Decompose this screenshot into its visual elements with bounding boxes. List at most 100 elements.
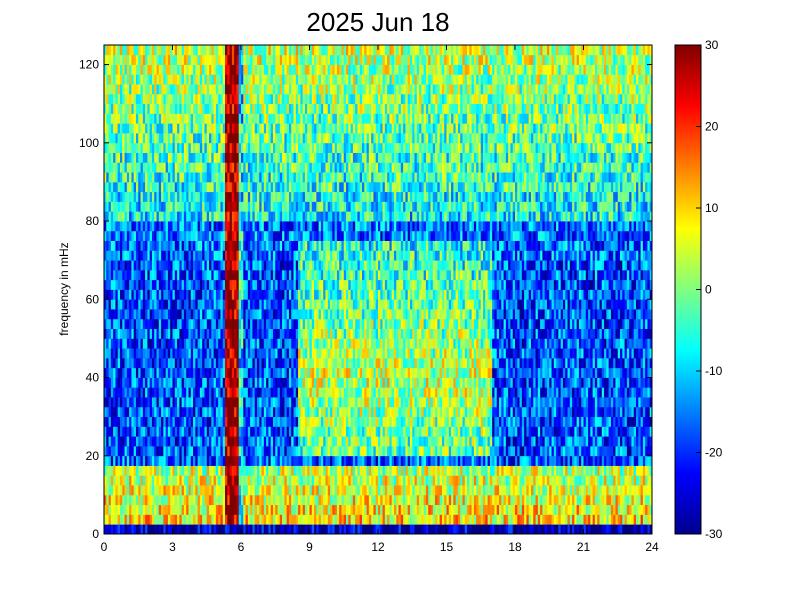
heatmap-cell <box>211 289 214 300</box>
heatmap-cell <box>291 514 294 525</box>
heatmap-cell <box>119 172 123 183</box>
heatmap-cell <box>138 269 141 281</box>
heatmap-cell <box>215 485 219 496</box>
heatmap-cell <box>302 250 306 261</box>
heatmap-cell <box>266 201 269 212</box>
heatmap-cell <box>268 142 272 153</box>
heatmap-cell <box>172 191 176 202</box>
heatmap-cell <box>320 318 324 330</box>
heatmap-cell <box>133 309 137 320</box>
heatmap-cell <box>241 84 244 95</box>
heatmap-cell <box>195 387 199 398</box>
heatmap-cell <box>229 250 233 261</box>
heatmap-cell <box>307 240 310 251</box>
heatmap-cell <box>227 318 230 330</box>
heatmap-cell <box>298 279 301 290</box>
heatmap-cell <box>314 338 317 349</box>
heatmap-cell <box>135 64 139 75</box>
heatmap-cell <box>129 162 132 173</box>
heatmap-cell <box>327 318 331 330</box>
heatmap-cell <box>284 514 288 525</box>
heatmap-cell <box>284 367 288 378</box>
heatmap-cell <box>211 377 214 388</box>
heatmap-cell <box>254 123 258 134</box>
heatmap-cell <box>231 465 235 476</box>
heatmap-cell <box>158 494 162 506</box>
heatmap-cell <box>236 309 240 320</box>
heatmap-cell <box>135 54 139 65</box>
heatmap-cell <box>186 93 189 105</box>
heatmap-cell <box>222 406 226 418</box>
heatmap-cell <box>293 172 297 183</box>
heatmap-cell <box>218 250 221 261</box>
heatmap-cell <box>275 348 278 359</box>
heatmap-cell <box>186 299 189 310</box>
heatmap-cell <box>133 113 137 124</box>
heatmap-cell <box>275 328 278 339</box>
heatmap-cell <box>234 240 237 251</box>
heatmap-cell <box>231 455 235 466</box>
heatmap-cell <box>225 74 228 85</box>
heatmap-cell <box>318 172 322 183</box>
heatmap-cell <box>110 74 114 85</box>
heatmap-cell <box>135 279 139 290</box>
heatmap-cell <box>167 455 171 466</box>
heatmap-cell <box>309 445 313 457</box>
heatmap-cell <box>188 318 192 330</box>
heatmap-cell <box>330 84 333 95</box>
heatmap-cell <box>188 367 192 378</box>
heatmap-cell <box>158 504 162 515</box>
heatmap-cell <box>158 93 162 105</box>
heatmap-cell <box>190 436 194 447</box>
heatmap-cell <box>302 133 306 144</box>
heatmap-cell <box>142 406 146 418</box>
heatmap-cell <box>225 162 228 173</box>
heatmap-cell <box>311 221 315 232</box>
heatmap-cell <box>145 318 148 330</box>
heatmap-cell <box>154 64 157 75</box>
heatmap-cell <box>311 84 315 95</box>
heatmap-cell <box>186 406 189 418</box>
heatmap-cell <box>174 436 178 447</box>
heatmap-cell <box>304 221 308 232</box>
heatmap-cell <box>156 123 160 134</box>
heatmap-cell <box>307 289 310 300</box>
heatmap-cell <box>309 524 313 535</box>
heatmap-cell <box>170 338 173 349</box>
heatmap-cell <box>268 299 272 310</box>
heatmap-cell <box>279 123 283 134</box>
heatmap-cell <box>330 269 333 281</box>
heatmap-cell <box>188 230 192 241</box>
heatmap-cell <box>179 348 183 359</box>
heatmap-cell <box>104 152 107 163</box>
heatmap-cell <box>129 172 132 183</box>
heatmap-cell <box>119 54 123 65</box>
heatmap-cell <box>161 367 164 378</box>
heatmap-cell <box>291 367 294 378</box>
heatmap-cell <box>304 318 308 330</box>
heatmap-cell <box>316 221 320 232</box>
heatmap-cell <box>256 494 260 506</box>
heatmap-cell <box>161 191 164 202</box>
heatmap-cell <box>211 74 214 85</box>
heatmap-cell <box>284 93 288 105</box>
heatmap-cell <box>202 133 205 144</box>
heatmap-cell <box>247 524 251 535</box>
heatmap-cell <box>151 64 155 75</box>
heatmap-cell <box>220 504 224 515</box>
heatmap-cell <box>266 123 269 134</box>
heatmap-cell <box>259 475 262 486</box>
heatmap-cell <box>330 113 333 124</box>
heatmap-cell <box>318 289 322 300</box>
heatmap-cell <box>275 191 278 202</box>
heatmap-cell <box>218 74 221 85</box>
heatmap-cell <box>325 93 329 105</box>
heatmap-cell <box>327 416 331 427</box>
heatmap-cell <box>213 309 217 320</box>
heatmap-cell <box>238 191 242 202</box>
heatmap-cell <box>225 289 228 300</box>
heatmap-cell <box>238 250 242 261</box>
heatmap-cell <box>247 162 251 173</box>
heatmap-cell <box>279 279 283 290</box>
heatmap-cell <box>220 397 224 408</box>
